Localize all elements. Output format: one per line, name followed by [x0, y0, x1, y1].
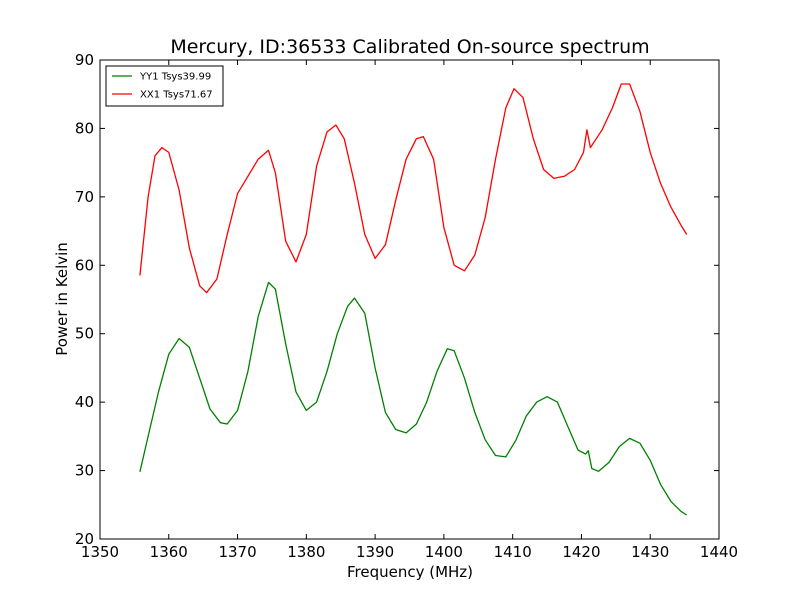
x-tick-label: 1400 — [425, 543, 463, 561]
plot-area — [139, 83, 688, 516]
y-tick-label: 20 — [75, 530, 94, 548]
x-tick-label: 1360 — [150, 543, 188, 561]
y-tick-label: 60 — [75, 256, 94, 274]
x-tick-label: 1420 — [562, 543, 600, 561]
series-line-1 — [139, 281, 688, 516]
x-tick-label: 1390 — [356, 543, 394, 561]
y-axis: 20 30 40 50 60 70 80 90 — [75, 51, 719, 548]
legend-label: YY1 Tsys39.99 — [139, 72, 211, 83]
legend: YY1 Tsys39.99 XX1 Tsys71.67 — [105, 65, 224, 107]
x-tick-label: 1370 — [218, 543, 256, 561]
x-tick-label: 1430 — [631, 543, 669, 561]
x-tick-label: 1410 — [494, 543, 532, 561]
y-tick-label: 90 — [75, 51, 94, 69]
x-tick-label: 1380 — [287, 543, 325, 561]
x-axis-label: Frequency (MHz) — [347, 563, 473, 581]
y-tick-label: 80 — [75, 119, 94, 137]
y-tick-label: 40 — [75, 393, 94, 411]
legend-label: XX1 Tsys71.67 — [140, 90, 213, 101]
x-axis: 1350 1360 1370 1380 1390 1400 1410 1420 1430 1440 — [81, 60, 738, 561]
chart-title: Mercury, ID:36533 Calibrated On-source s… — [170, 36, 649, 58]
y-tick-label: 30 — [75, 462, 94, 480]
legend-box — [105, 65, 224, 107]
x-tick-label: 1440 — [700, 543, 738, 561]
series-line-2 — [139, 83, 688, 294]
plot-frame — [99, 59, 720, 540]
y-tick-label: 70 — [75, 188, 94, 206]
x-tick-label: 1350 — [81, 543, 119, 561]
y-axis-label: Power in Kelvin — [53, 242, 71, 356]
y-tick-label: 50 — [75, 325, 94, 343]
